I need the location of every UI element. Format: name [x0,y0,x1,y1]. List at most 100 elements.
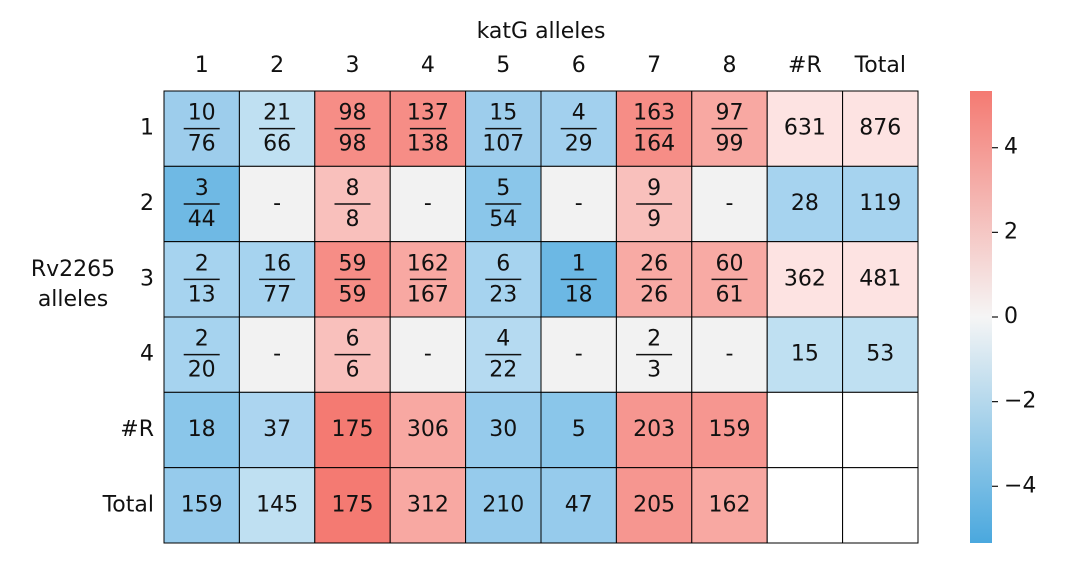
cell-value: 53 [866,342,894,367]
numerator: 59 [339,251,367,276]
numerator: 2 [195,251,209,276]
numerator: 5 [496,176,510,201]
cell [540,467,617,544]
cell [842,165,919,243]
colorbar-tick-label: 0 [1004,304,1018,329]
cell [389,165,467,243]
cell-value: 37 [263,417,291,442]
denominator: 98 [339,132,367,157]
cell-value: - [424,191,432,216]
denominator: 23 [489,282,517,307]
cell-value: 30 [489,417,517,442]
cell-value: 631 [784,116,826,141]
numerator: 60 [716,251,744,276]
denominator: 77 [263,282,291,307]
cell [540,391,617,469]
column-label: 1 [195,53,209,78]
row-label: Total [102,492,154,517]
cell-value: 481 [859,266,901,291]
column-label: 3 [346,53,360,78]
cell-value: 175 [332,417,374,442]
title: katG alleles [477,19,606,44]
cell [842,241,919,318]
denominator: 107 [482,132,524,157]
cell [691,316,768,393]
denominator: 164 [633,132,675,157]
cell-value: 175 [332,492,374,517]
column-label: 2 [270,53,284,78]
row-label: 1 [140,116,154,141]
denominator: 29 [565,132,593,157]
denominator: 76 [188,132,216,157]
colorbar-tick-label: −4 [1004,473,1036,498]
cell [691,467,768,544]
column-label: #R [788,53,822,78]
cell-value: 312 [407,492,449,517]
colorbar-tick-label: 2 [1004,219,1018,244]
cell-value: 145 [256,492,298,517]
cell-value: 18 [188,417,216,442]
denominator: 20 [188,358,216,383]
numerator: 97 [716,101,744,126]
cell [314,391,391,469]
cell [540,165,617,243]
denominator: 8 [346,207,360,232]
numerator: 8 [346,176,360,201]
cell [238,316,316,393]
numerator: 10 [188,101,216,126]
cell [766,391,844,469]
denominator: 9 [647,207,661,232]
numerator: 137 [407,101,449,126]
numerator: 16 [263,251,291,276]
cell [842,316,919,393]
cell-value: 28 [791,191,819,216]
cell [465,467,542,544]
cell [842,391,919,469]
cell-value: 5 [572,417,586,442]
cell-value: 15 [791,342,819,367]
numerator: 15 [489,101,517,126]
denominator: 61 [716,282,744,307]
cell [238,467,316,544]
cell [540,316,617,393]
cell [389,391,467,469]
denominator: 6 [346,358,360,383]
cell-value: 159 [709,417,751,442]
denominator: 66 [263,132,291,157]
colorbar-tick-label: 4 [1004,135,1018,160]
cell [766,467,844,544]
cell-value: 876 [859,116,901,141]
cell-value: 306 [407,417,449,442]
numerator: 2 [195,327,209,352]
denominator: 167 [407,282,449,307]
cell-value: - [726,342,734,367]
denominator: 26 [640,282,668,307]
cell [691,391,768,469]
numerator: 6 [496,251,510,276]
cell [691,165,768,243]
cell-value: 47 [565,492,593,517]
column-label: 5 [496,53,510,78]
numerator: 3 [195,176,209,201]
colorbar-tick-label: −2 [1004,389,1036,414]
cell [314,467,391,544]
numerator: 21 [263,101,291,126]
row-label: 3 [140,266,154,291]
colorbar [970,91,992,543]
cell-value: - [575,342,583,367]
cell-value: - [273,191,281,216]
cell-value: 159 [181,492,223,517]
denominator: 138 [407,132,449,157]
denominator: 99 [716,132,744,157]
denominator: 13 [188,282,216,307]
row-label: 4 [140,342,154,367]
cell [465,391,542,469]
column-label: 4 [421,53,435,78]
column-label: 6 [572,53,586,78]
denominator: 54 [489,207,517,232]
denominator: 44 [188,207,216,232]
column-label: 8 [723,53,737,78]
denominator: 3 [647,358,661,383]
cell [766,241,844,318]
cell-value: 205 [633,492,675,517]
